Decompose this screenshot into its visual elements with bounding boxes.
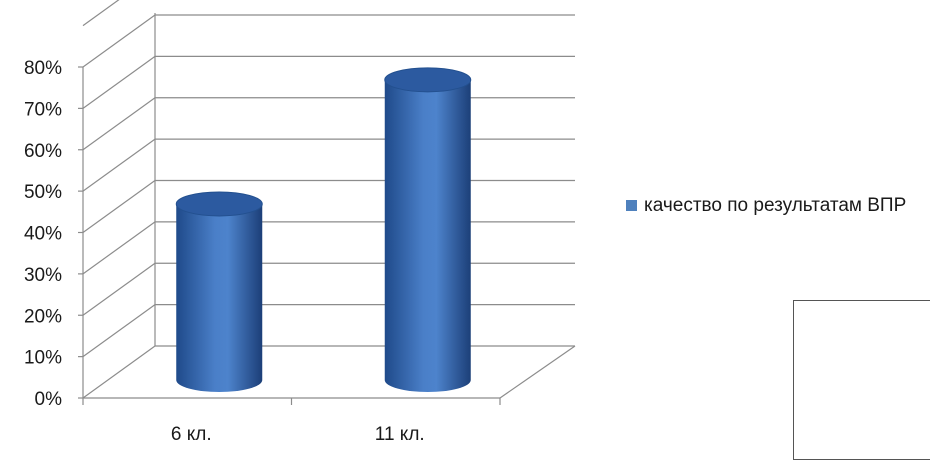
- bar-body: [384, 79, 471, 392]
- bar: [175, 191, 263, 392]
- bar-top: [384, 67, 472, 93]
- y-tick-label: 10%: [24, 348, 62, 369]
- bar-body: [176, 203, 263, 392]
- gridline-side: [82, 180, 156, 233]
- gridline-side: [82, 345, 156, 399]
- y-tick-label: 70%: [24, 99, 62, 120]
- y-tick-label: 30%: [24, 265, 62, 286]
- bar: [384, 67, 472, 392]
- x-tick-label: 11 кл.: [375, 424, 425, 445]
- gridline-side: [82, 304, 156, 358]
- y-axis: 0% 10% 20% 30% 40% 50% 60% 70% 80%: [24, 58, 83, 410]
- gridline-side: [82, 97, 156, 151]
- y-tick-label: 80%: [24, 58, 62, 79]
- gridline-side: [82, 0, 120, 27]
- floor-right-edge: [499, 345, 576, 399]
- gridline-side: [82, 138, 156, 192]
- y-tick-label: 0%: [35, 389, 63, 410]
- gridlines: [82, 0, 575, 399]
- gridline-side: [82, 262, 156, 316]
- y-tick-label: 50%: [24, 182, 62, 203]
- legend-swatch: [626, 200, 637, 211]
- y-tick-label: 20%: [24, 306, 62, 327]
- gridline-side: [82, 221, 156, 275]
- chart-walls: [82, 13, 576, 399]
- legend: качество по результатам ВПР: [626, 193, 926, 219]
- y-tick-label: 60%: [24, 141, 62, 162]
- bar-top: [175, 191, 263, 217]
- y-tick-label: 40%: [24, 224, 62, 245]
- x-tick-label: 6 кл.: [171, 424, 212, 445]
- gridline-side: [82, 14, 156, 68]
- bars: [175, 67, 472, 392]
- chart: 0% 10% 20% 30% 40% 50% 60% 70% 80% 6 кл. 11 кл.: [24, 0, 576, 445]
- empty-frame: [793, 300, 930, 460]
- gridline-side: [82, 55, 156, 109]
- legend-label: качество по результатам ВПР: [644, 195, 907, 216]
- x-axis: 6 кл. 11 кл.: [82, 398, 501, 445]
